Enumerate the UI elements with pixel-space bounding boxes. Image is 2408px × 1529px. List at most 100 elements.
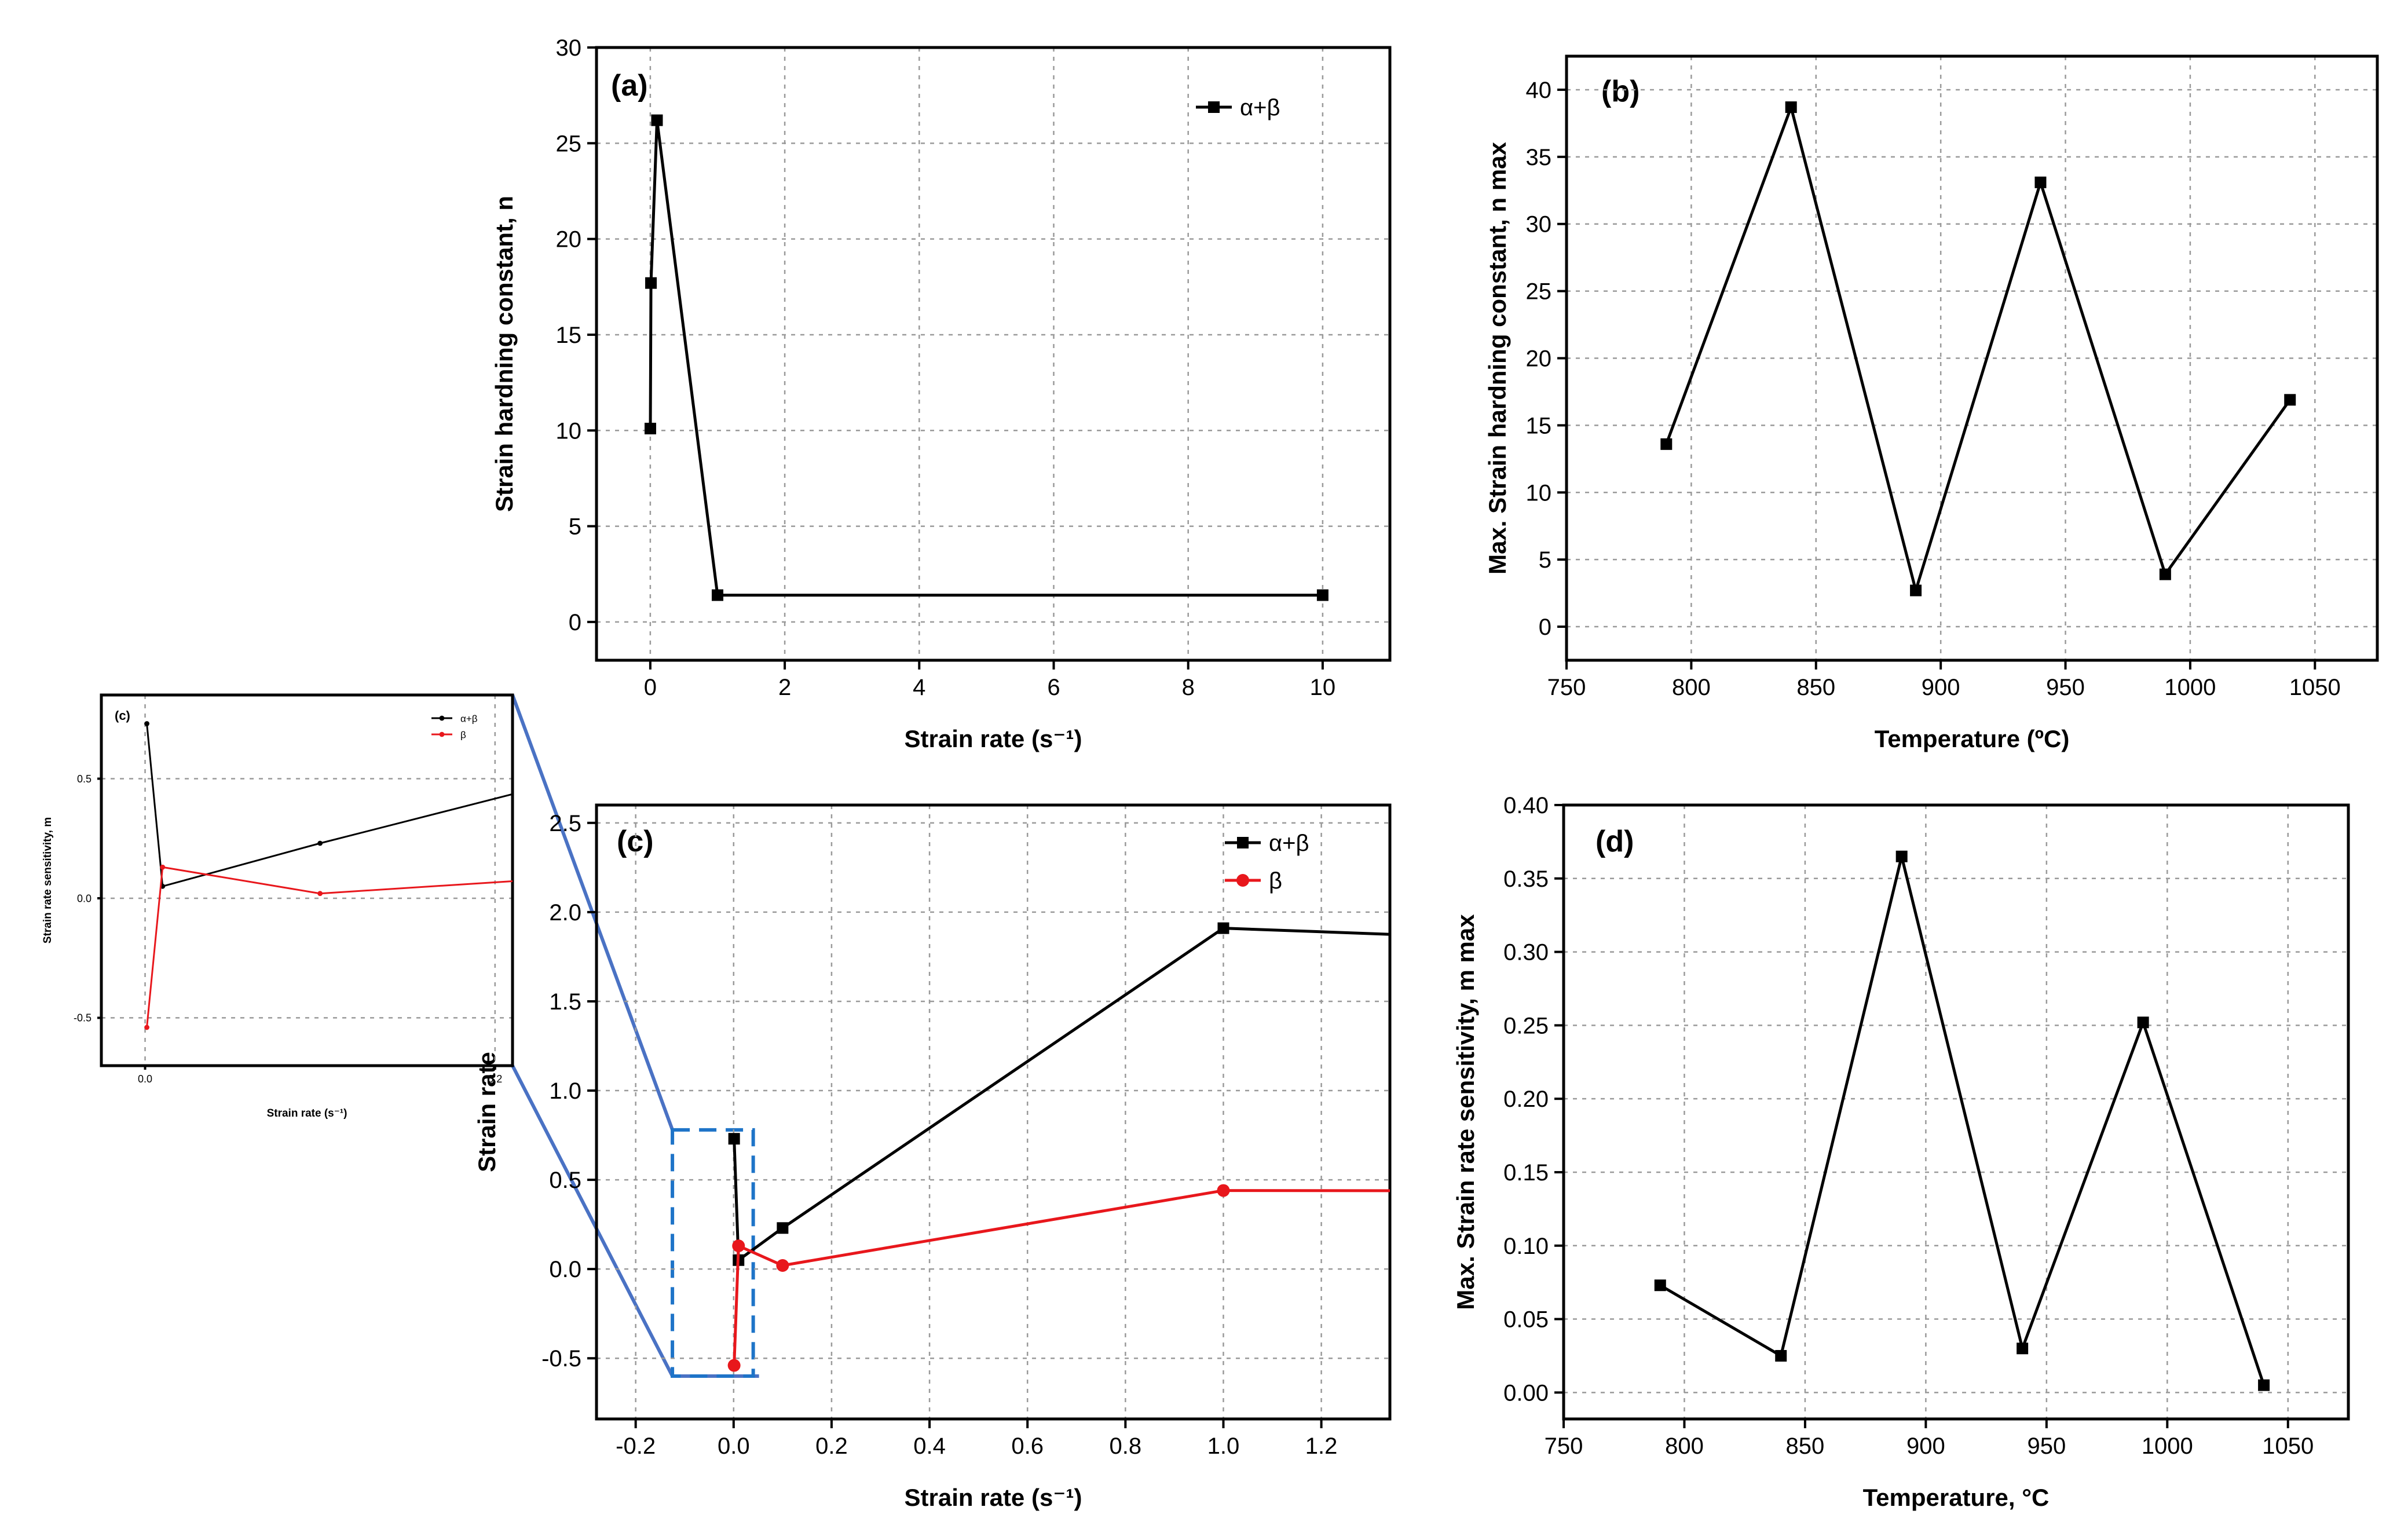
chart-a-plot-frame xyxy=(595,46,1392,662)
chart-c-y-tick-label-4: 1.5 xyxy=(549,989,581,1015)
chart-a: (a) Strain rate (s⁻¹) Strain hardning co… xyxy=(491,35,1392,752)
chart-inset-y-tick-label-0: -0.5 xyxy=(74,1012,92,1024)
zoom-box xyxy=(671,1128,755,1378)
chart-d-x-tick-label-6: 1050 xyxy=(2262,1433,2314,1459)
chart-c-x-tick-label-1: 0.0 xyxy=(718,1433,750,1459)
chart-c-x-tick-label-3: 0.4 xyxy=(913,1433,946,1459)
chart-c-series-1-point-1 xyxy=(732,1239,745,1253)
chart-d-y-tick-label-2: 0.10 xyxy=(1503,1234,1549,1259)
chart-inset-x-tick-label-0: 0.0 xyxy=(138,1073,152,1085)
chart-a-series-0-point-0 xyxy=(644,422,656,434)
chart-c-series-0-point-2 xyxy=(777,1222,789,1234)
chart-b: (b) Temperature (ºC) Max. Strain hardnin… xyxy=(1484,54,2379,752)
chart-d-series-0-point-4 xyxy=(2137,1016,2149,1029)
chart-b-series-0-point-3 xyxy=(2034,176,2047,188)
chart-c-series-1-point-2 xyxy=(776,1259,789,1272)
chart-c-series-0-point-3 xyxy=(1217,922,1229,934)
chart-d-x-tick-label-1: 800 xyxy=(1665,1433,1704,1459)
chart-inset-series-0-point-0 xyxy=(144,721,149,726)
chart-inset-y-tick-label-1: 0.0 xyxy=(77,892,92,904)
chart-d-series-0-point-3 xyxy=(2017,1343,2029,1355)
chart-b-y-tick-label-1: 5 xyxy=(1539,547,1551,573)
inset-legend-marker-1 xyxy=(439,731,445,737)
chart-inset-series-1-point-3 xyxy=(1892,791,1897,796)
chart-b-y-tick-label-8: 40 xyxy=(1526,78,1552,103)
chart-a-series-0 xyxy=(644,114,1329,601)
chart-d-y-axis-label: Max. Strain rate sensitivity, m max xyxy=(1452,914,1479,1310)
chart-d-x-axis-label: Temperature, °C xyxy=(1863,1484,2050,1511)
chart-a-x-tick-label-5: 10 xyxy=(1310,675,1336,700)
chart-a-x-tick-label-3: 6 xyxy=(1047,675,1060,700)
chart-c-y-tick-label-0: -0.5 xyxy=(541,1346,581,1371)
chart-c-inset: (c) Strain rate (s⁻¹) Strain rate sensit… xyxy=(42,693,1897,1120)
chart-b-y-tick-label-5: 25 xyxy=(1526,279,1552,305)
chart-d-y-tick-label-0: 0.00 xyxy=(1503,1380,1549,1406)
inset-x-axis-label: Strain rate (s⁻¹) xyxy=(267,1107,347,1120)
chart-inset-series-1-point-1 xyxy=(160,864,166,870)
chart-a-y-tick-label-2: 10 xyxy=(556,418,582,444)
chart-d-panel-label: (d) xyxy=(1595,825,1634,858)
chart-a-x-tick-label-1: 2 xyxy=(778,675,791,700)
chart-d-series-0-line xyxy=(1659,855,2266,1386)
chart-d-y-tick-label-7: 0.35 xyxy=(1503,866,1549,892)
chart-c-x-tick-label-6: 1.0 xyxy=(1207,1433,1240,1459)
chart-b-series-0-line xyxy=(1664,105,2292,592)
chart-b-x-tick-label-3: 900 xyxy=(1922,675,1960,700)
chart-d-x-tick-label-3: 900 xyxy=(1906,1433,1945,1459)
chart-b-series-0-point-2 xyxy=(1910,584,1922,597)
chart-c-series-1 xyxy=(727,1184,1390,1372)
chart-b-y-tick-label-3: 15 xyxy=(1526,413,1552,438)
chart-d-plot-frame xyxy=(1562,803,2350,1421)
chart-a-series-0-point-1 xyxy=(645,277,657,289)
chart-a-y-tick-label-4: 20 xyxy=(556,227,582,253)
inset-legend-marker-0 xyxy=(439,715,445,721)
inset-y-axis-label: Strain rate sensitivity, m xyxy=(42,817,54,943)
chart-a-series-0-point-4 xyxy=(1316,589,1329,601)
chart-d-series-0-point-2 xyxy=(1895,850,1908,862)
chart-d-series-0-point-5 xyxy=(2258,1379,2270,1391)
chart-c-x-tick-label-5: 0.8 xyxy=(1110,1433,1142,1459)
chart-c-x-tick-label-4: 0.6 xyxy=(1011,1433,1044,1459)
chart-a-series-0-line xyxy=(649,119,1323,597)
chart-c-series-0-line xyxy=(733,927,1390,1262)
chart-b-x-axis-label: Temperature (ºC) xyxy=(1875,725,2070,752)
chart-a-series-0-point-2 xyxy=(651,114,663,126)
chart-a-y-tick-label-6: 30 xyxy=(556,35,582,61)
chart-c-x-tick-label-7: 1.2 xyxy=(1305,1433,1338,1459)
chart-c-series-1-point-3 xyxy=(1217,1184,1230,1197)
chart-d-x-tick-label-2: 850 xyxy=(1786,1433,1825,1459)
inset-legend-label-0: α+β xyxy=(460,713,478,724)
chart-d-series-0 xyxy=(1654,850,2270,1391)
chart-d-y-tick-label-5: 0.25 xyxy=(1503,1013,1549,1038)
chart-b-y-tick-label-4: 20 xyxy=(1526,346,1552,372)
chart-c-series-1-point-0 xyxy=(727,1359,741,1372)
chart-b-y-tick-label-0: 0 xyxy=(1539,614,1551,640)
chart-c-plot-frame xyxy=(595,803,1392,1421)
chart-inset-x-tick-label-1: 0.2 xyxy=(488,1073,502,1085)
chart-a-y-tick-label-0: 0 xyxy=(569,610,581,635)
chart-d-x-tick-label-5: 1000 xyxy=(2142,1433,2193,1459)
chart-a-x-tick-label-0: 0 xyxy=(644,675,657,700)
chart-inset-series-0-point-2 xyxy=(317,840,323,846)
chart-b-x-tick-label-0: 750 xyxy=(1547,675,1586,700)
zoom-box-rect xyxy=(671,1128,755,1378)
chart-b-y-tick-label-7: 35 xyxy=(1526,145,1552,170)
chart-c-y-axis-label: Strain rate xyxy=(473,1052,500,1172)
chart-c-series-0-point-0 xyxy=(728,1133,740,1145)
chart-c-y-tick-label-3: 1.0 xyxy=(549,1078,581,1104)
chart-a-y-axis-label: Strain hardning constant, n xyxy=(491,196,518,512)
chart-inset-series-1-point-0 xyxy=(144,1025,149,1030)
chart-a-x-axis-label: Strain rate (s⁻¹) xyxy=(905,725,1082,752)
chart-a-series-0-point-3 xyxy=(711,589,723,601)
chart-c-legend-label-0: α+β xyxy=(1269,831,1309,856)
chart-d-series-0-point-1 xyxy=(1775,1349,1787,1362)
chart-d-y-tick-label-4: 0.20 xyxy=(1503,1087,1549,1112)
chart-d: (d) Temperature, °C Max. Strain rate sen… xyxy=(1452,793,2350,1511)
chart-inset-series-1-point-2 xyxy=(317,891,323,897)
chart-a-y-tick-label-5: 25 xyxy=(556,131,582,156)
chart-c-x-tick-label-0: -0.2 xyxy=(616,1433,656,1459)
chart-inset-series-1 xyxy=(144,791,1897,1030)
chart-a-panel-label: (a) xyxy=(611,69,648,103)
chart-b-panel-label: (b) xyxy=(1601,75,1640,108)
